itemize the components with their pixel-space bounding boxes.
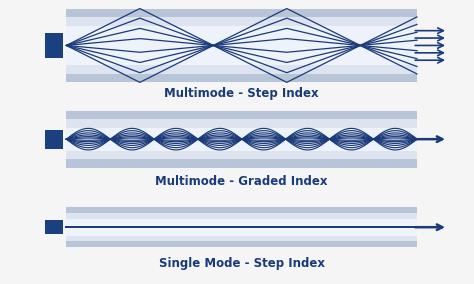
Text: Multimode - Step Index: Multimode - Step Index — [164, 87, 319, 100]
Bar — [66, 111, 417, 168]
Bar — [66, 26, 417, 65]
Text: Multimode - Graded Index: Multimode - Graded Index — [155, 175, 328, 188]
Bar — [66, 225, 417, 229]
Bar — [66, 119, 417, 159]
Bar — [66, 207, 417, 247]
Bar — [66, 219, 417, 236]
Bar — [66, 17, 417, 74]
Bar — [45, 34, 63, 57]
Bar — [66, 9, 417, 82]
Bar — [66, 213, 417, 241]
Bar — [45, 220, 63, 235]
Bar — [45, 130, 63, 149]
Text: Single Mode - Step Index: Single Mode - Step Index — [159, 257, 325, 270]
Bar — [66, 128, 417, 151]
